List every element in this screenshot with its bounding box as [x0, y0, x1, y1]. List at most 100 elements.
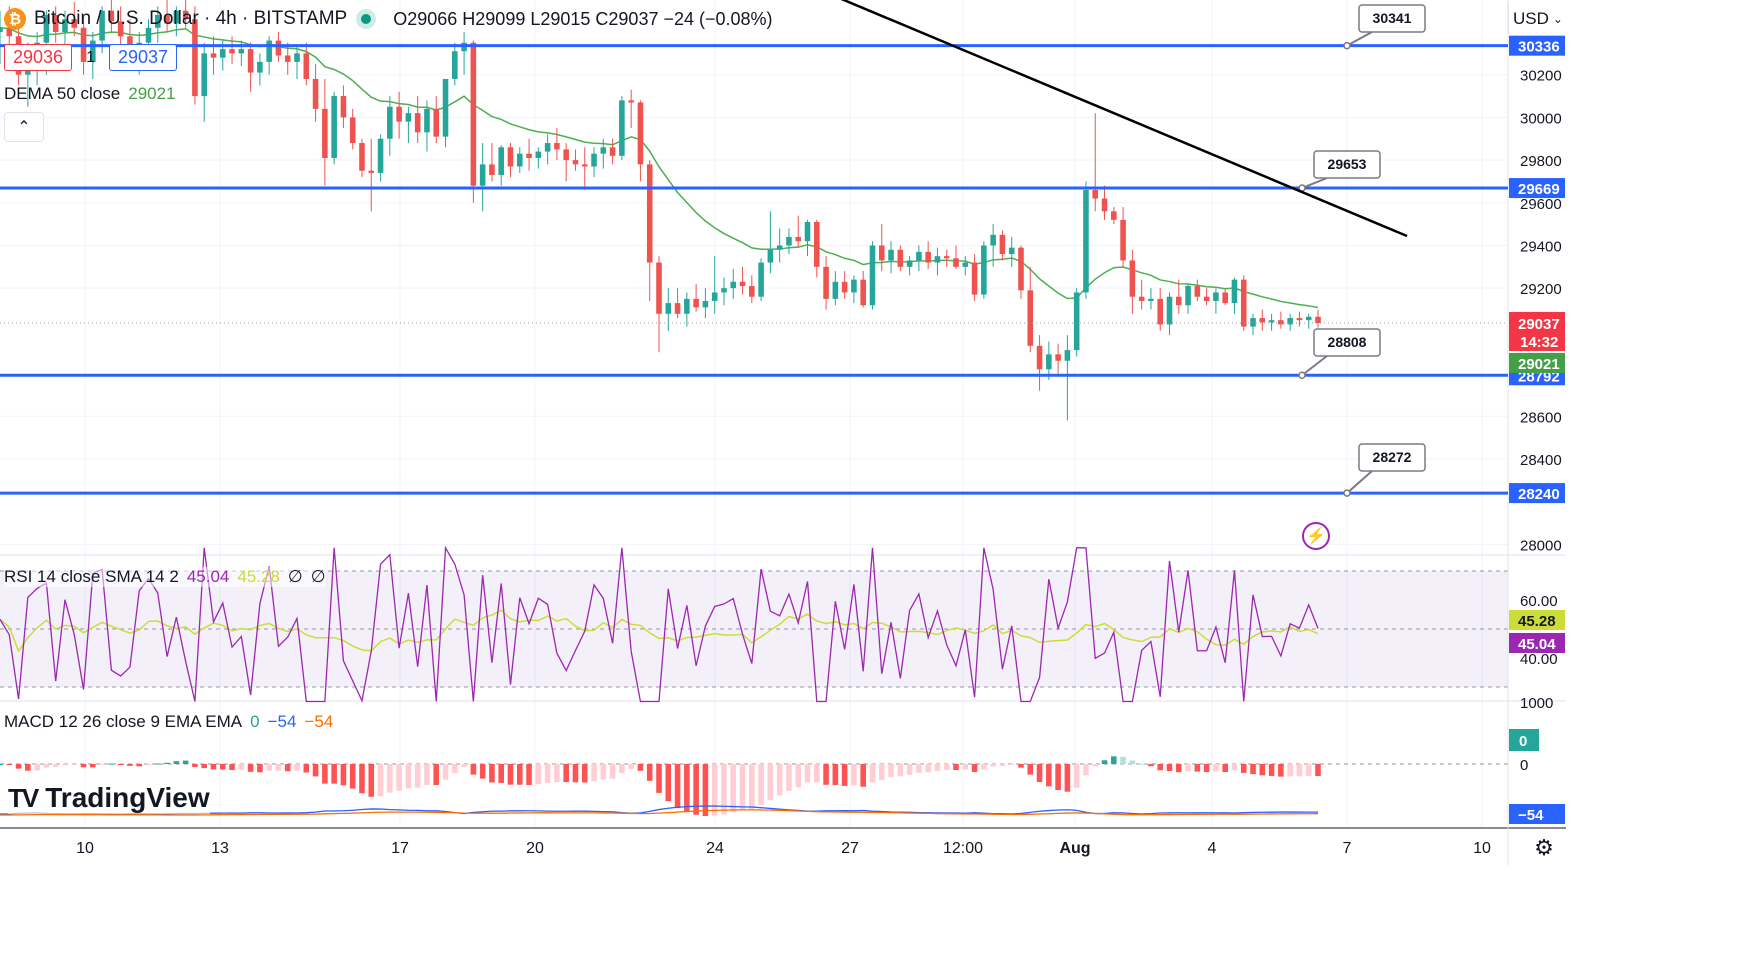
- macd-bar-134: [1240, 764, 1247, 773]
- candle-body-81: [749, 286, 755, 297]
- callout-box-0: [1358, 4, 1426, 33]
- candle-body-119: [1101, 198, 1108, 212]
- dema-legend[interactable]: DEMA 50 close 29021: [4, 84, 176, 104]
- macd-bar-97: [897, 764, 904, 777]
- candle-body-117: [1083, 189, 1089, 293]
- candle-body-86: [795, 236, 802, 242]
- spread-value: 1: [86, 48, 95, 66]
- candle-body-80: [739, 281, 746, 287]
- macd-bar-8: [71, 764, 78, 765]
- callout-text-1: 29653: [1328, 156, 1367, 172]
- candle-body-47: [433, 108, 440, 137]
- candle-body-51: [470, 42, 477, 186]
- candle-body-40: [368, 170, 375, 173]
- candle-body-43: [396, 106, 402, 122]
- settings-gear-icon[interactable]: ⚙: [1534, 835, 1554, 860]
- macd-bar-24: [219, 764, 226, 770]
- macd-bar-4: [34, 764, 40, 771]
- candle-body-19: [173, 10, 180, 24]
- candle-body-39: [359, 143, 365, 171]
- macd-bar-50: [461, 764, 467, 767]
- candle-body-28: [257, 61, 263, 73]
- symbol-legend[interactable]: ₿ Bitcoin / U.S. Dollar · 4h · BITSTAMP …: [4, 8, 773, 30]
- trend-line: [840, 0, 1408, 238]
- buy-button[interactable]: 29037: [108, 44, 178, 71]
- collapse-legend-button[interactable]: ⌃: [4, 112, 44, 142]
- candle-body-97: [897, 249, 904, 267]
- candle-body-23: [210, 53, 217, 58]
- candle-body-54: [498, 147, 504, 176]
- last-price-label-bg: [1509, 311, 1565, 351]
- symbol-title[interactable]: Bitcoin / U.S. Dollar · 4h · BITSTAMP: [34, 8, 348, 29]
- macd-bar-65: [600, 764, 607, 780]
- candle-body-38: [349, 117, 356, 144]
- price-tick-7: 28400: [1520, 452, 1562, 469]
- market-open-indicator-icon: [361, 14, 372, 24]
- macd-bar-51: [470, 764, 477, 775]
- candle-body-106: [981, 245, 987, 295]
- macd-bar-133: [1231, 764, 1238, 771]
- macd-bar-73: [674, 764, 681, 809]
- rsi-sma-value: 45.28: [237, 567, 280, 586]
- candle-body-70: [646, 164, 653, 263]
- candle-body-25: [229, 49, 235, 54]
- rsi-axis-label: 45.04: [1518, 636, 1556, 653]
- macd-bar-104: [962, 764, 969, 770]
- rsi-legend[interactable]: RSI 14 close SMA 14 2 45.04 45.28 ∅ ∅: [4, 567, 326, 587]
- macd-bar-69: [637, 764, 644, 771]
- candle-body-76: [702, 300, 709, 308]
- candle-body-140: [1296, 318, 1303, 321]
- candle-body-114: [1055, 354, 1061, 361]
- candle-body-109: [1008, 247, 1015, 255]
- candle-body-137: [1268, 320, 1275, 323]
- candle-body-67: [619, 100, 625, 156]
- macd-signal-value: −54: [304, 712, 334, 731]
- candle-body-121: [1120, 219, 1126, 261]
- macd-bar-91: [841, 764, 848, 786]
- candle-body-85: [786, 236, 792, 246]
- macd-bar-78: [721, 764, 727, 815]
- macd-bar-84: [776, 764, 783, 796]
- candle-body-103: [953, 258, 959, 267]
- sell-button[interactable]: 29036: [4, 44, 73, 71]
- time-tick-9: 7: [1343, 840, 1352, 857]
- macd-bar-17: [155, 763, 161, 765]
- candle-body-138: [1278, 320, 1284, 325]
- candle-body-27: [247, 49, 254, 73]
- candle-body-101: [934, 256, 941, 263]
- candle-body-29: [266, 40, 272, 62]
- macd-bar-137: [1268, 764, 1275, 776]
- macd-bar-23: [210, 764, 217, 770]
- lightning-icon[interactable]: ⚡: [1302, 522, 1330, 550]
- macd-bar-28: [257, 764, 263, 773]
- tradingview-logo[interactable]: TV TradingView: [8, 782, 210, 814]
- macd-bar-66: [609, 764, 616, 779]
- time-tick-2: 17: [391, 840, 409, 857]
- price-tick-4: 29400: [1520, 238, 1562, 255]
- macd-bar-114: [1055, 764, 1061, 791]
- tradingview-logo-text: TradingView: [45, 782, 210, 813]
- candle-body-30: [275, 40, 282, 56]
- rsi-extra-1: ∅: [287, 567, 303, 586]
- macd-bar-128: [1185, 764, 1191, 772]
- macd-bar-103: [953, 764, 959, 771]
- candle-body-44: [405, 113, 412, 122]
- candle-body-49: [452, 51, 458, 79]
- macd-bar-101: [934, 764, 941, 771]
- candle-body-99: [916, 251, 922, 261]
- candle-body-92: [851, 279, 857, 293]
- candle-body-102: [943, 256, 950, 259]
- macd-bar-58: [535, 764, 542, 785]
- rsi-extra-2: ∅: [310, 567, 326, 586]
- macd-legend[interactable]: MACD 12 26 close 9 EMA EMA 0 −54 −54: [4, 712, 333, 732]
- candle-body-11: [99, 10, 105, 41]
- macd-bar-110: [1018, 764, 1024, 768]
- candle-body-96: [888, 249, 894, 261]
- price-tick-2: 29800: [1520, 153, 1562, 170]
- macd-bar-99: [916, 764, 922, 773]
- currency-select[interactable]: USD ⌄: [1508, 4, 1567, 34]
- candle-body-61: [563, 149, 569, 161]
- candle-body-124: [1148, 298, 1154, 301]
- candle-body-0: [0, 27, 3, 33]
